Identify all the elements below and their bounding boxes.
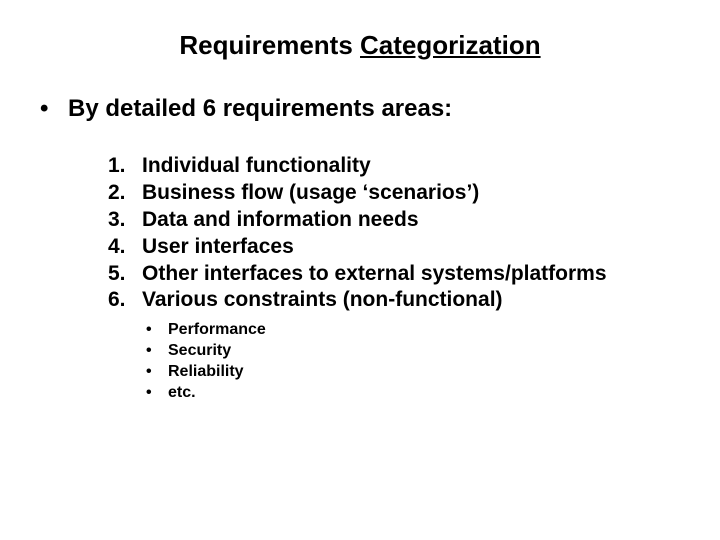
list-number: 6. <box>108 287 142 314</box>
title-part1: Requirements <box>179 30 360 60</box>
list-number: 4. <box>108 234 142 261</box>
sub-list-text: Performance <box>168 320 266 341</box>
sub-list-item: • Security <box>146 341 680 362</box>
list-item: 1. Individual functionality <box>108 153 680 180</box>
list-item: 4. User interfaces <box>108 234 680 261</box>
list-text: Data and information needs <box>142 207 419 234</box>
level1-text: By detailed 6 requirements areas: <box>68 95 452 122</box>
sub-list-item: • Performance <box>146 320 680 341</box>
list-text: Other interfaces to external systems/pla… <box>142 261 607 288</box>
list-item: 2. Business flow (usage ‘scenarios’) <box>108 180 680 207</box>
list-item: 5. Other interfaces to external systems/… <box>108 261 680 288</box>
sub-list-item: • Reliability <box>146 362 680 383</box>
bullet-icon: • <box>146 320 168 341</box>
slide-title: Requirements Categorization <box>40 30 680 61</box>
title-part2-underlined: Categorization <box>360 30 541 60</box>
bullet-icon: • <box>146 341 168 362</box>
bullet-icon: • <box>146 362 168 383</box>
list-number: 3. <box>108 207 142 234</box>
sub-list-text: etc. <box>168 383 196 404</box>
level1-item: •By detailed 6 requirements areas: <box>40 95 680 123</box>
list-text: Business flow (usage ‘scenarios’) <box>142 180 479 207</box>
numbered-list: 1. Individual functionality 2. Business … <box>108 153 680 314</box>
sub-list: • Performance • Security • Reliability •… <box>146 320 680 403</box>
bullet-icon: • <box>146 383 168 404</box>
list-item: 3. Data and information needs <box>108 207 680 234</box>
list-number: 1. <box>108 153 142 180</box>
bullet-icon: • <box>40 95 68 123</box>
list-text: Individual functionality <box>142 153 371 180</box>
slide: Requirements Categorization •By detailed… <box>0 0 720 540</box>
list-text: Various constraints (non-functional) <box>142 287 503 314</box>
sub-list-text: Reliability <box>168 362 244 383</box>
list-number: 2. <box>108 180 142 207</box>
list-item: 6. Various constraints (non-functional) <box>108 287 680 314</box>
list-number: 5. <box>108 261 142 288</box>
sub-list-text: Security <box>168 341 231 362</box>
sub-list-item: • etc. <box>146 383 680 404</box>
list-text: User interfaces <box>142 234 294 261</box>
